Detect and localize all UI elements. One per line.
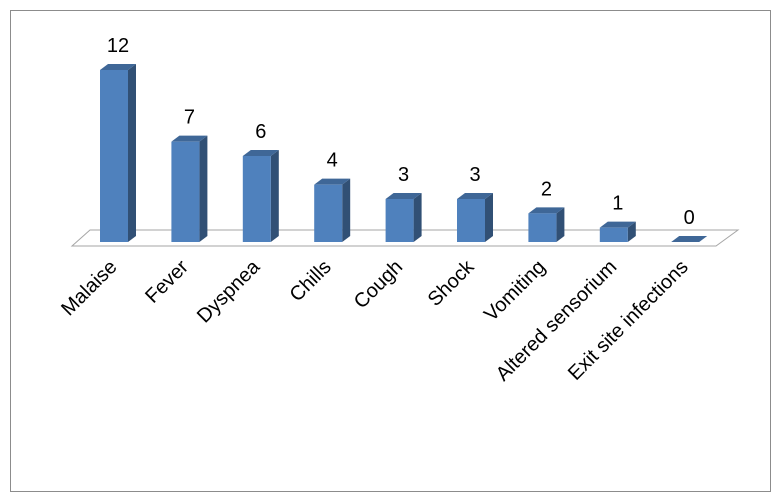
bar-side: [413, 193, 422, 242]
bar-top: [242, 150, 279, 156]
bar-front: [457, 199, 485, 242]
bar: [385, 193, 422, 242]
bar: [671, 236, 708, 242]
bar: [242, 150, 279, 242]
chart-frame: [10, 10, 771, 492]
bar-top: [457, 193, 493, 199]
bar-side: [627, 221, 636, 242]
bar-top: [171, 135, 208, 142]
bar: [457, 193, 493, 242]
data-label: 0: [684, 207, 695, 229]
bar-top: [528, 207, 565, 214]
bar-top: [100, 64, 136, 70]
bar-front: [528, 213, 557, 242]
data-label: 3: [398, 164, 409, 186]
bar-side: [556, 207, 565, 242]
bar-side: [342, 178, 351, 242]
bar-front: [599, 227, 628, 242]
bar-front: [385, 199, 414, 242]
data-label: 1: [612, 193, 623, 215]
bar-side: [128, 64, 136, 242]
data-label: 4: [327, 150, 338, 172]
data-label: 2: [541, 178, 552, 200]
data-label: 7: [184, 107, 195, 129]
bar: [171, 135, 208, 242]
bar-front: [100, 70, 128, 242]
bar: [314, 178, 351, 242]
data-label: 3: [469, 164, 480, 186]
bar: [599, 221, 636, 242]
bar-side: [199, 135, 208, 242]
bar-top: [385, 193, 422, 199]
bar-front: [314, 184, 343, 242]
bar-top: [599, 221, 636, 228]
data-label: 6: [255, 121, 266, 143]
bar-top: [671, 236, 708, 242]
data-label: 12: [107, 35, 129, 57]
bar-side: [485, 193, 493, 242]
bar: [528, 207, 565, 242]
bar-front: [171, 141, 200, 242]
bar: [100, 64, 136, 242]
bar-top: [314, 178, 351, 185]
bar-front: [242, 156, 271, 242]
bar-side: [270, 150, 279, 242]
